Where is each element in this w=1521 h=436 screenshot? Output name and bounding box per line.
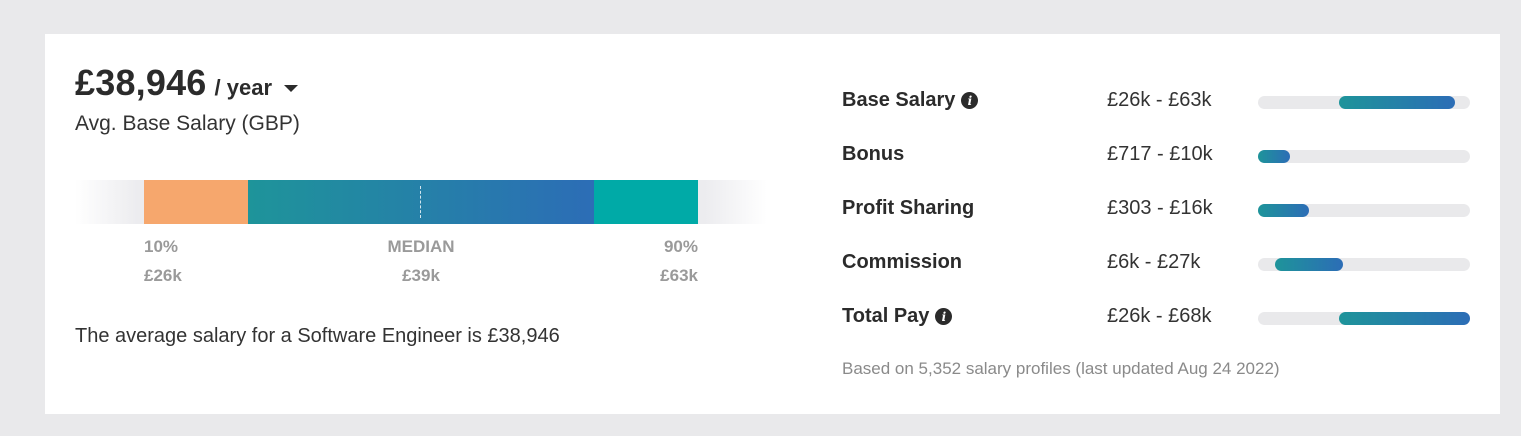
- pay-range-bar: [1258, 96, 1470, 109]
- pay-range-bar-fill: [1274, 258, 1343, 271]
- salary-summary: The average salary for a Software Engine…: [75, 325, 560, 347]
- pay-label-text: Total Pay: [842, 305, 930, 327]
- percentile-10-value: £26k: [144, 266, 182, 285]
- pay-label-text: Commission: [842, 251, 963, 273]
- pay-label: Commission: [842, 251, 962, 274]
- range-segment-high: [594, 180, 698, 224]
- pay-range-value: £26k - £63k: [1107, 89, 1212, 111]
- info-icon[interactable]: i: [935, 308, 953, 325]
- salary-headline: £38,946 / year: [75, 62, 299, 104]
- pay-label-text: Bonus: [842, 143, 905, 165]
- pay-range-value: £26k - £68k: [1107, 305, 1212, 327]
- average-salary-amount: £38,946: [75, 62, 207, 103]
- pay-label-text: Base Salary: [842, 89, 956, 111]
- pay-row: Base Salary i £26k - £63k: [842, 87, 1472, 117]
- pay-label: Total Pay i: [842, 305, 953, 328]
- range-segment-low: [144, 180, 248, 224]
- pay-range-value: £6k - £27k: [1107, 251, 1201, 273]
- pay-label: Bonus: [842, 143, 904, 166]
- salary-card: £38,946 / year Avg. Base Salary (GBP) 10…: [45, 34, 1500, 414]
- range-segment-middle: [248, 180, 594, 224]
- pay-row: Total Pay i £26k - £68k: [842, 303, 1472, 333]
- pay-range-bar-fill: [1338, 312, 1470, 325]
- median-value: £39k: [402, 266, 440, 285]
- footnote: Based on 5,352 salary profiles (last upd…: [842, 359, 1280, 378]
- salary-subtitle: Avg. Base Salary (GBP): [75, 112, 300, 135]
- pay-range-value: £717 - £10k: [1107, 143, 1213, 165]
- chevron-down-icon[interactable]: [284, 85, 299, 92]
- info-icon[interactable]: i: [961, 92, 979, 109]
- percentile-90-label: 90%: [663, 237, 698, 256]
- percentile-90-value: £63k: [660, 266, 698, 285]
- pay-row: Bonus £717 - £10k: [842, 141, 1472, 171]
- pay-range-bar-fill: [1338, 96, 1456, 109]
- pay-label: Profit Sharing: [842, 197, 974, 220]
- pay-range-value: £303 - £16k: [1107, 197, 1213, 219]
- salary-range-bar: [75, 180, 767, 224]
- pay-range-bar: [1258, 258, 1470, 271]
- pay-range-bar: [1258, 150, 1470, 163]
- pay-label: Base Salary i: [842, 89, 979, 112]
- median-marker: [420, 186, 421, 218]
- pay-range-bar-fill: [1258, 204, 1309, 217]
- pay-range-bar-fill: [1258, 150, 1290, 163]
- pay-range-bar: [1258, 204, 1470, 217]
- median-label: MEDIAN: [387, 237, 455, 256]
- pay-period-selector[interactable]: / year: [214, 75, 273, 100]
- pay-range-bar: [1258, 312, 1470, 325]
- percentile-10-label: 10%: [144, 237, 179, 256]
- pay-row: Commission £6k - £27k: [842, 249, 1472, 279]
- pay-label-text: Profit Sharing: [842, 197, 975, 219]
- pay-row: Profit Sharing £303 - £16k: [842, 195, 1472, 225]
